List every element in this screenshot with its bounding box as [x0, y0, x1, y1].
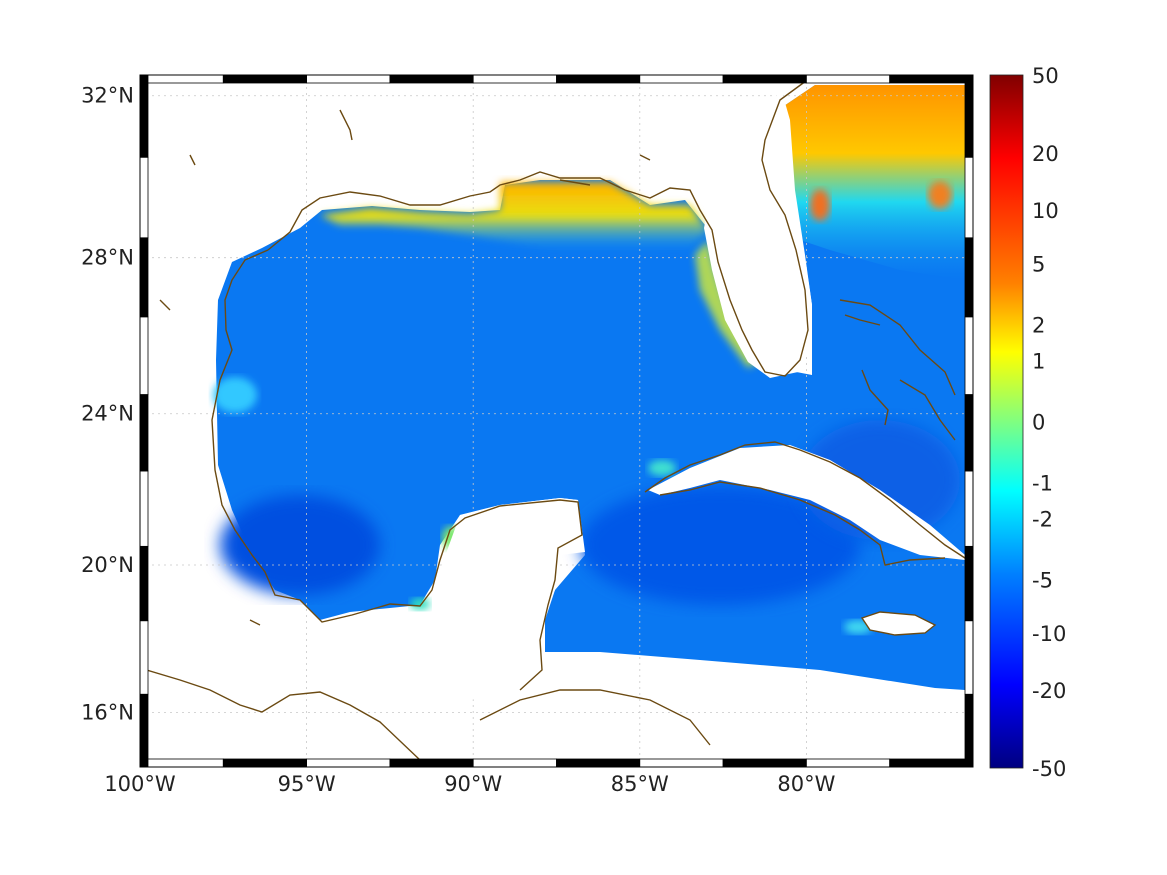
florida-land — [704, 85, 812, 378]
frame-segment-top — [722, 74, 807, 84]
x-tick-label: 100°W — [104, 772, 176, 796]
frame-segment-left — [139, 316, 149, 395]
frame-segment-left — [139, 693, 149, 768]
frame-segment-right — [964, 620, 974, 695]
cyan-streak — [213, 377, 257, 413]
y-tick-label: 16°N — [81, 700, 134, 724]
colorbar-tick-label: -10 — [1032, 622, 1066, 646]
bahamas-coast-line — [839, 299, 956, 441]
colorbar-tick-label: 0 — [1032, 411, 1045, 435]
colorbar-tick-label: 10 — [1032, 199, 1059, 223]
cuba-coast-line — [644, 441, 969, 566]
frame-segment-bottom — [639, 758, 724, 768]
atlantic-field-warm — [775, 85, 965, 280]
frame-segment-left — [139, 545, 149, 622]
colorbar-tick-label: -5 — [1032, 568, 1053, 592]
frame-segment-top — [639, 74, 724, 84]
colorbar-tick-label: 2 — [1032, 314, 1045, 338]
land — [420, 85, 965, 700]
orange-blob — [810, 189, 830, 221]
colorbar-tick-label: -50 — [1032, 757, 1066, 781]
yucatan-land — [420, 498, 585, 700]
cyan-streak — [410, 598, 430, 610]
frame-segment-bottom — [139, 758, 224, 768]
frame-segment-right — [964, 470, 974, 547]
frame-segment-top — [222, 74, 308, 84]
colorbar-tick-label: 20 — [1032, 142, 1059, 166]
orange-blob — [928, 181, 952, 209]
dark-patch — [580, 485, 860, 605]
frame-segment-left — [139, 470, 149, 547]
frame-segment-left — [139, 156, 149, 239]
frame-segment-right — [964, 237, 974, 318]
x-tick-label: 80°W — [777, 772, 835, 796]
frame-segment-right — [964, 156, 974, 239]
frame-segment-bottom — [556, 758, 641, 768]
frame-outline — [139, 74, 974, 768]
frame-segment-left — [139, 620, 149, 695]
frame-segment-bottom — [306, 758, 391, 768]
frame-segment-right — [964, 316, 974, 395]
gulf-coast-line — [211, 249, 583, 691]
frame-segment-bottom — [389, 758, 474, 768]
frame-segment-top — [306, 74, 391, 84]
data-field — [213, 85, 965, 690]
north-shelf-warm — [320, 182, 708, 250]
coastlines — [140, 77, 969, 761]
colorbar-tick-label: -1 — [1032, 472, 1053, 496]
colorbar-gradient — [989, 74, 1024, 769]
dark-patch — [220, 495, 380, 595]
y-tick-label: 28°N — [81, 246, 134, 270]
frame-segment-right — [964, 394, 974, 472]
frame-segment-bottom — [806, 758, 891, 768]
frame-segment-right — [964, 545, 974, 622]
y-tick-label: 24°N — [81, 402, 134, 426]
colorbar-tick-label: -2 — [1032, 507, 1053, 531]
frame-segment-left — [139, 394, 149, 472]
frame-segment-bottom — [722, 758, 807, 768]
jamaica-land — [862, 612, 935, 635]
x-tick-label: 85°W — [611, 772, 669, 796]
colorbar-tick-label: -20 — [1032, 679, 1066, 703]
y-tick-label: 32°N — [81, 84, 134, 108]
y-tick-label: 20°N — [81, 553, 134, 577]
frame-segment-top — [889, 74, 974, 84]
frame-segment-top — [556, 74, 641, 84]
north-coast-line — [267, 77, 811, 377]
frame-segment-top — [139, 74, 224, 84]
frame-segment-top — [472, 74, 557, 84]
colorbar-tick-label: 5 — [1032, 253, 1045, 277]
frame-segment-bottom — [889, 758, 974, 768]
tick-labels: 100°W 95°W 90°W 85°W 80°W 32°N 28°N 24°N 20°N 16°… — [81, 84, 836, 796]
frame-segment-left — [139, 74, 149, 158]
frame-segment-bottom — [222, 758, 308, 768]
cuba-land — [648, 445, 965, 560]
inland-detail-line — [159, 109, 651, 626]
frame-segment-top — [389, 74, 474, 84]
central-america-coast-line — [140, 667, 711, 761]
frame-segment-right — [964, 693, 974, 768]
x-tick-label: 90°W — [444, 772, 502, 796]
jamaica-coast-line — [860, 611, 937, 636]
frame-segment-bottom — [472, 758, 557, 768]
frame-segment-left — [139, 237, 149, 318]
colorbar-tick-label: 50 — [1032, 64, 1059, 88]
frame-segment-top — [806, 74, 891, 84]
frame-segment-right — [964, 74, 974, 158]
axes-frame — [139, 74, 974, 768]
x-tick-label: 95°W — [278, 772, 336, 796]
colorbar-tick-label: 1 — [1032, 349, 1045, 373]
cyan-streak — [648, 460, 676, 476]
